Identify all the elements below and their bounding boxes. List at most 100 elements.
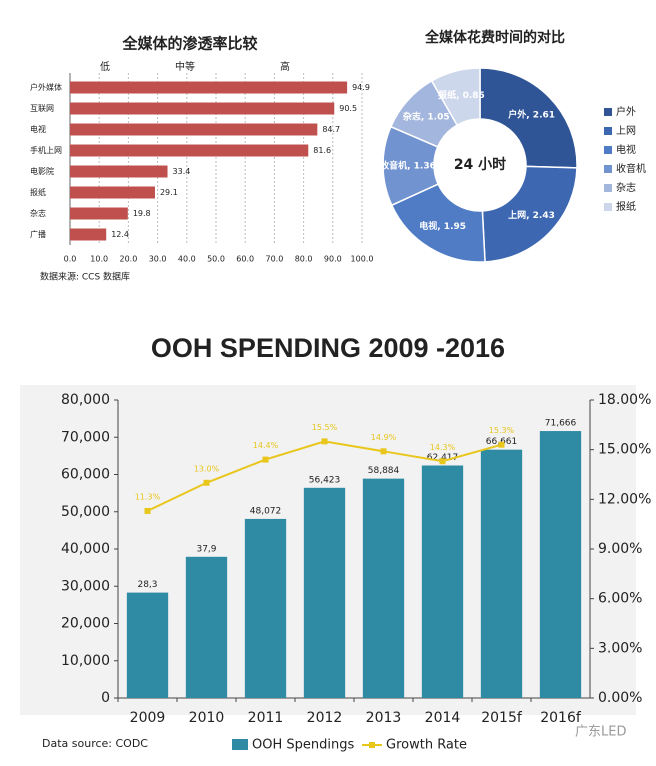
- legend-swatch: [604, 146, 612, 154]
- source: 数据来源: CCS 数据库: [40, 271, 130, 283]
- x-tick-label: 0.0: [64, 255, 77, 264]
- bar-value-label: 28,3: [137, 580, 157, 590]
- legend-swatch: [232, 739, 248, 750]
- bar: [126, 592, 169, 698]
- legend-label: OOH Spendings: [252, 738, 354, 753]
- y-tick-label: 40,000: [61, 541, 110, 557]
- category-label: 杂志: [30, 208, 46, 218]
- x-tick-label: 2011: [248, 710, 284, 726]
- x-tick-label: 70.0: [265, 255, 283, 264]
- bar-value-label: 48,072: [250, 506, 282, 516]
- scale-label: 中等: [175, 60, 195, 73]
- y-tick-label: 10,000: [61, 653, 110, 669]
- line-value-label: 14.9%: [371, 433, 397, 442]
- bar: [421, 465, 464, 698]
- bar: [362, 478, 405, 698]
- watermark: 广东LED: [575, 725, 626, 740]
- line-marker: [439, 458, 446, 465]
- value-label: 29.1: [160, 188, 178, 197]
- source: Data source: CODC: [42, 737, 148, 750]
- legend-swatch: [604, 203, 612, 211]
- bar-value-label: 62,417: [427, 453, 459, 463]
- y2-tick-label: 18.00%: [598, 392, 651, 408]
- line-value-label: 15.3%: [489, 426, 515, 435]
- legend-swatch: [604, 165, 612, 173]
- bar-value-label: 37,9: [196, 544, 216, 554]
- value-label: 19.8: [133, 209, 151, 218]
- segment-label: 杂志, 1.05: [403, 111, 450, 123]
- x-tick-label: 80.0: [295, 255, 313, 264]
- x-tick-label: 2009: [130, 710, 166, 726]
- x-tick-label: 20.0: [119, 255, 137, 264]
- category-label: 户外媒体: [30, 82, 62, 92]
- x-tick-label: 40.0: [178, 255, 196, 264]
- segment-label: 户外, 2.61: [508, 108, 555, 120]
- segment-label: 报纸, 0.85: [438, 89, 485, 101]
- bar: [70, 144, 309, 157]
- line-marker: [380, 448, 387, 455]
- legend-swatch: [604, 184, 612, 192]
- y-tick-label: 30,000: [61, 578, 110, 594]
- x-tick-label: 90.0: [324, 255, 342, 264]
- legend-label: 户外: [616, 105, 636, 118]
- legend-label: 杂志: [616, 181, 636, 194]
- y-tick-label: 80,000: [61, 392, 110, 408]
- bar: [70, 186, 155, 199]
- value-label: 94.9: [352, 83, 370, 92]
- donut-segment: [430, 67, 481, 127]
- bar: [70, 165, 168, 178]
- x-tick-label: 50.0: [207, 255, 225, 264]
- donut-hole: [435, 120, 525, 210]
- category-label: 电影院: [30, 166, 54, 176]
- x-tick-label: 2010: [189, 710, 225, 726]
- legend-label: 上网: [616, 125, 636, 137]
- bar: [70, 102, 335, 115]
- x-tick-label: 2015f: [481, 710, 523, 726]
- donut-segment: [390, 183, 486, 263]
- segment-label: 收音机, 1.36: [380, 159, 436, 171]
- legend-label: Growth Rate: [386, 738, 467, 753]
- bar: [70, 123, 318, 136]
- y-tick-label: 50,000: [61, 504, 110, 520]
- y2-tick-label: 6.00%: [598, 591, 642, 607]
- bar: [70, 207, 128, 220]
- segment-label: 上网, 2.43: [508, 209, 555, 221]
- x-tick-label: 2014: [425, 710, 461, 726]
- x-tick-label: 30.0: [149, 255, 167, 264]
- donut-segment: [481, 165, 578, 263]
- x-tick-label: 2016f: [540, 710, 582, 726]
- legend-label: 报纸: [616, 200, 636, 213]
- legend-label: 收音机: [616, 162, 646, 175]
- y2-tick-label: 15.00%: [598, 442, 651, 458]
- value-label: 81.6: [313, 146, 331, 155]
- y-tick-label: 70,000: [61, 429, 110, 445]
- bar: [244, 518, 287, 698]
- category-label: 广播: [30, 229, 46, 239]
- line-value-label: 14.4%: [253, 441, 279, 450]
- line-marker: [144, 507, 151, 514]
- line-marker: [203, 479, 210, 486]
- category-label: 互联网: [30, 104, 54, 113]
- value-label: 84.7: [322, 125, 340, 134]
- legend-marker: [369, 742, 375, 748]
- y2-tick-label: 12.00%: [598, 491, 651, 507]
- legend-swatch: [604, 127, 612, 135]
- line-marker: [498, 441, 505, 448]
- line-marker: [321, 438, 328, 445]
- chart-title: 全媒体花费时间的对比: [424, 29, 565, 46]
- value-label: 90.5: [339, 104, 357, 113]
- center-label: 24 小时: [454, 156, 506, 173]
- y2-tick-label: 9.00%: [598, 541, 642, 557]
- bar: [70, 228, 107, 241]
- x-tick-label: 2013: [366, 710, 402, 726]
- line-value-label: 11.3%: [135, 492, 161, 501]
- category-label: 电视: [30, 124, 46, 134]
- y-tick-label: 60,000: [61, 467, 110, 483]
- bar-value-label: 58,884: [368, 466, 400, 476]
- x-tick-label: 10.0: [90, 255, 108, 264]
- bar: [303, 487, 346, 698]
- category-label: 手机上网: [30, 145, 62, 155]
- line-value-label: 14.3%: [430, 443, 456, 452]
- value-label: 33.4: [173, 167, 191, 176]
